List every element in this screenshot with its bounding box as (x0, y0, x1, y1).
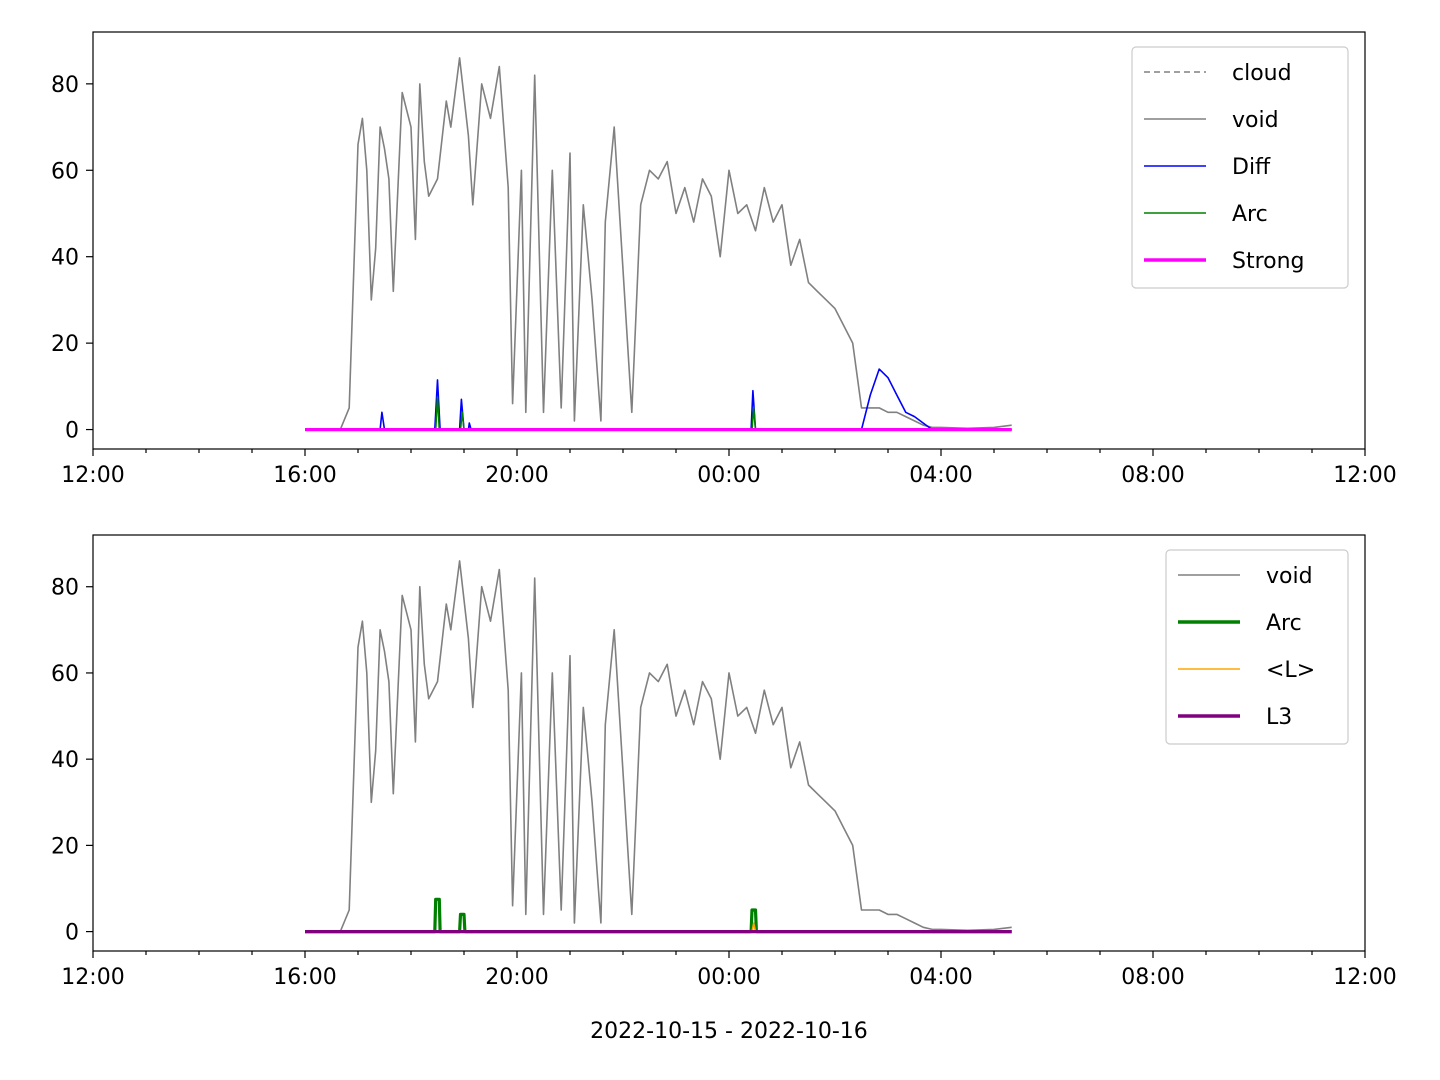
top-legend-label-cloud: cloud (1232, 61, 1292, 86)
top-x-tick-label: 00:00 (697, 463, 760, 488)
top-y-tick-label: 80 (51, 73, 79, 98)
bottom-panel-legend: void Arc <L> L3 (1165, 549, 1349, 745)
bottom-legend-label-l: <L> (1266, 658, 1315, 683)
top-legend-box (1131, 46, 1349, 289)
top-series-void (305, 57, 1012, 431)
top-y-tick-label: 60 (51, 159, 79, 184)
top-x-tick-label: 16:00 (273, 463, 336, 488)
top-legend-label-arc: Arc (1232, 202, 1268, 227)
top-legend-label-diff: Diff (1232, 155, 1271, 180)
bottom-x-tick-label: 04:00 (909, 965, 972, 990)
top-panel-series (305, 57, 1012, 432)
bottom-legend-label-arc: Arc (1266, 611, 1302, 636)
top-x-tick-label: 04:00 (909, 463, 972, 488)
bottom-series-void (305, 560, 1012, 933)
bottom-legend-box (1165, 549, 1349, 745)
top-x-tick-label: 08:00 (1121, 463, 1184, 488)
top-panel-legend: cloud void Diff Arc Strong (1131, 46, 1349, 289)
bottom-x-tick-label: 16:00 (273, 965, 336, 990)
bottom-x-tick-label: 00:00 (697, 965, 760, 990)
bottom-x-tick-label: 12:00 (1333, 965, 1396, 990)
bottom-y-tick-label: 40 (51, 748, 79, 773)
bottom-legend-label-l3: L3 (1266, 705, 1292, 730)
bottom-panel: 12:00 16:00 20:00 00:00 04:00 08:00 12:00 0 20 40… (51, 534, 1397, 1044)
top-panel-axes: 12:00 16:00 20:00 00:00 04:00 08:00 12:00 0 20 40… (51, 73, 1397, 488)
top-y-tick-label: 20 (51, 332, 79, 357)
bottom-panel-series (305, 560, 1012, 934)
top-legend-label-void: void (1232, 108, 1279, 133)
bottom-y-tick-label: 60 (51, 662, 79, 687)
top-x-tick-label: 20:00 (485, 463, 548, 488)
top-series-arc (305, 396, 1012, 431)
bottom-panel-axes: 12:00 16:00 20:00 00:00 04:00 08:00 12:00 0 20 40… (51, 576, 1397, 990)
bottom-y-tick-label: 0 (65, 921, 79, 946)
top-y-tick-label: 40 (51, 246, 79, 271)
bottom-series-arc (305, 897, 1012, 934)
top-y-tick-label: 0 (65, 419, 79, 444)
top-x-tick-label: 12:00 (61, 463, 124, 488)
bottom-legend-label-void: void (1266, 564, 1313, 589)
bottom-y-tick-label: 20 (51, 834, 79, 859)
top-panel: 12:00 16:00 20:00 00:00 04:00 08:00 12:00 0 20 40… (51, 31, 1397, 488)
top-x-tick-label: 12:00 (1333, 463, 1396, 488)
top-legend-label-strong: Strong (1232, 249, 1305, 274)
bottom-y-tick-label: 80 (51, 576, 79, 601)
bottom-x-tick-label: 20:00 (485, 965, 548, 990)
bottom-x-tick-label: 12:00 (61, 965, 124, 990)
bottom-panel-xlabel: 2022-10-15 - 2022-10-16 (590, 1019, 868, 1044)
bottom-x-tick-label: 08:00 (1121, 965, 1184, 990)
